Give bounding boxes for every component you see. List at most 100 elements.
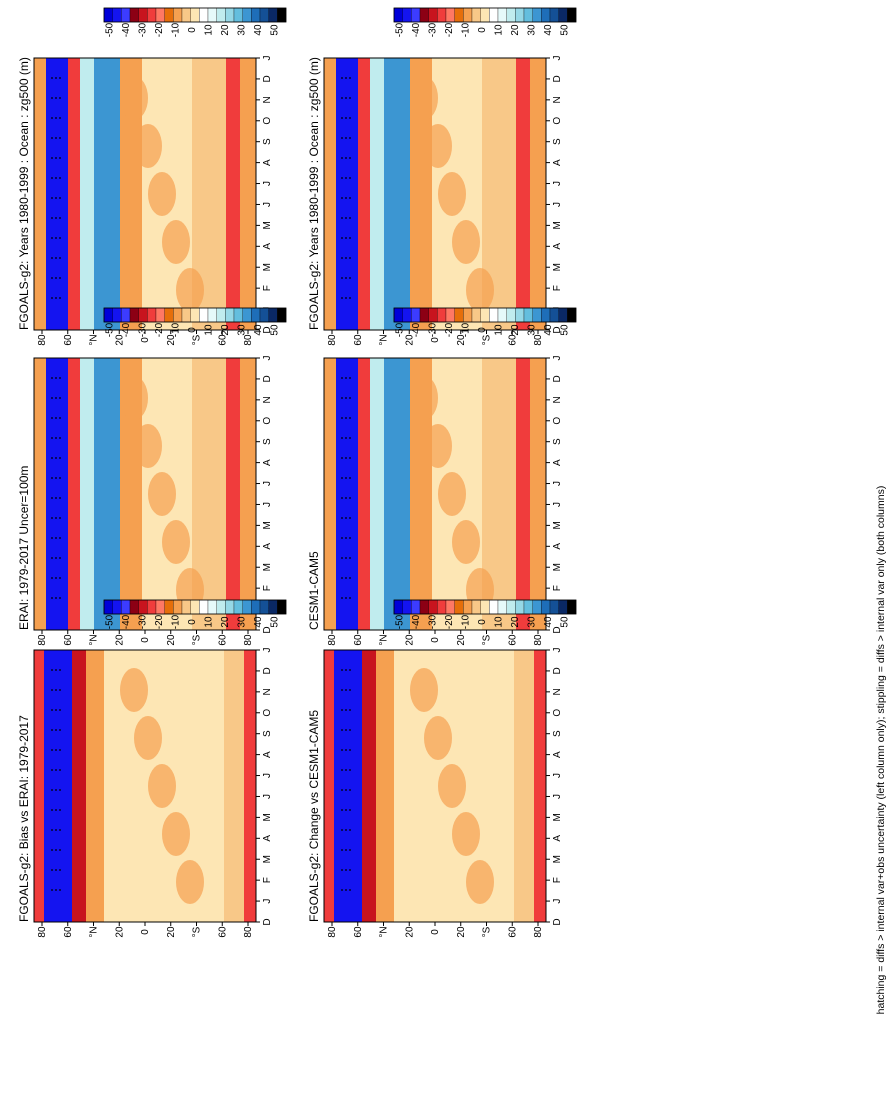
colorbar-swatch — [437, 7, 447, 23]
colorbar-swatch — [480, 7, 490, 23]
panel-change: FGOALS-g2: Change vs CESM1-CAM5 80 60 °N 20 0… — [307, 599, 577, 938]
colorbar-swatch — [181, 307, 191, 323]
chart-title: CESM1-CAM5 — [307, 551, 321, 630]
colorbar-label: 40 — [543, 616, 554, 628]
colorbar-swatch — [515, 599, 525, 615]
colorbar-swatch — [129, 599, 139, 615]
time-tick-label: D — [262, 667, 273, 674]
colorbar-swatch — [251, 599, 261, 615]
panel-erai: ERAI: 1979-2017 Uncer=100m 80 60 °N 20 0 20 °S 6… — [17, 307, 287, 646]
time-tick-label: M — [262, 521, 273, 529]
colorbar-swatch — [138, 599, 148, 615]
chart-title: FGOALS-g2: Years 1980-1999 : Ocean : zg5… — [307, 57, 321, 330]
time-tick-label: A — [552, 243, 563, 250]
colorbar-swatch — [129, 7, 139, 23]
colorbar-swatch — [402, 599, 412, 615]
colorbar-label: 10 — [494, 24, 505, 36]
colorbar-swatch — [199, 307, 209, 323]
colorbar-label: 0 — [477, 327, 488, 333]
colorbar-label: 30 — [237, 324, 248, 336]
colorbar-swatch — [103, 599, 113, 615]
colorbar-swatch — [216, 599, 226, 615]
colorbar-label: -50 — [394, 22, 405, 37]
colorbar-swatch — [216, 7, 226, 23]
colorbar-label: -20 — [444, 22, 455, 37]
time-tick-label: J — [262, 502, 273, 507]
colorbar-label: 50 — [270, 24, 281, 36]
colorbar-label: -50 — [394, 614, 405, 629]
colorbar-swatch — [471, 307, 481, 323]
time-tick-label: D — [552, 326, 563, 333]
colorbar-label: -10 — [170, 322, 181, 337]
chart-title: FGOALS-g2: Bias vs ERAI: 1979-2017 — [17, 715, 31, 922]
colorbar-label: -40 — [411, 614, 422, 629]
colorbar-swatch — [103, 7, 113, 23]
lat-tick-label: 20 — [404, 634, 415, 646]
time-tick-label: M — [552, 521, 563, 529]
lat-tick-label: 60 — [63, 334, 74, 346]
time-tick-label: O — [552, 417, 563, 425]
lat-tick-label: 0 — [430, 929, 441, 935]
colorbar-label: -30 — [427, 322, 438, 337]
colorbar-swatch — [233, 307, 243, 323]
time-tick-label: J — [262, 648, 273, 653]
colorbar-label: 10 — [494, 324, 505, 336]
colorbar-label: -40 — [411, 22, 422, 37]
colorbar-swatch — [173, 307, 183, 323]
colorbar-swatch — [515, 7, 525, 23]
colorbar-label: 0 — [187, 327, 198, 333]
time-tick-label: A — [552, 751, 563, 758]
time-tick-label: S — [262, 438, 273, 445]
lat-tick-label: 20 — [166, 334, 177, 346]
colorbar-label: 0 — [187, 27, 198, 33]
colorbar-swatch — [523, 599, 533, 615]
colorbar-swatch — [454, 307, 464, 323]
colorbar-swatch — [216, 307, 226, 323]
colorbar-swatch — [207, 307, 217, 323]
lat-tick-label: 80 — [243, 634, 254, 646]
colorbar-swatch — [463, 7, 473, 23]
time-tick-label: N — [552, 396, 563, 403]
time-tick-label: N — [262, 688, 273, 695]
colorbar-label: 30 — [527, 324, 538, 336]
colorbar-swatch — [393, 307, 403, 323]
time-tick-label: N — [262, 396, 273, 403]
colorbar-label: -40 — [411, 322, 422, 337]
time-tick-label: M — [552, 813, 563, 821]
colorbar-swatch — [147, 7, 157, 23]
lat-tick-label: 0 — [140, 337, 151, 343]
lat-tick-label: °S — [192, 634, 203, 645]
colorbar-swatch — [549, 599, 559, 615]
time-tick-label: J — [552, 56, 563, 61]
time-tick-label: J — [262, 202, 273, 207]
colorbar-swatch — [419, 7, 429, 23]
colorbar-swatch — [523, 7, 533, 23]
colorbar-label: -50 — [104, 22, 115, 37]
colorbar-swatch — [437, 307, 447, 323]
lat-tick-label: °N — [379, 634, 390, 645]
colorbar-label: -40 — [121, 22, 132, 37]
time-tick-label: M — [552, 563, 563, 571]
colorbar-swatch — [445, 7, 455, 23]
lat-tick-label: °S — [482, 334, 493, 345]
colorbar-swatch — [419, 307, 429, 323]
colorbar-swatch — [129, 307, 139, 323]
lat-tick-label: 0 — [430, 337, 441, 343]
colorbar-swatch — [480, 307, 490, 323]
colorbar-swatch — [233, 599, 243, 615]
colorbar-swatch — [489, 307, 499, 323]
colorbar-swatch — [112, 307, 122, 323]
colorbar-swatch — [207, 599, 217, 615]
colorbar-swatch — [199, 599, 209, 615]
time-tick-label: A — [552, 543, 563, 550]
colorbar-swatch — [277, 7, 287, 23]
colorbar-label: -30 — [427, 614, 438, 629]
time-tick-label: A — [552, 459, 563, 466]
colorbar-label: 20 — [220, 24, 231, 36]
colorbar-label: -20 — [154, 614, 165, 629]
colorbar-swatch — [268, 307, 278, 323]
colorbar-swatch — [181, 599, 191, 615]
colorbar-label: -20 — [444, 322, 455, 337]
time-tick-label: A — [262, 751, 273, 758]
colorbar-swatch — [103, 307, 113, 323]
